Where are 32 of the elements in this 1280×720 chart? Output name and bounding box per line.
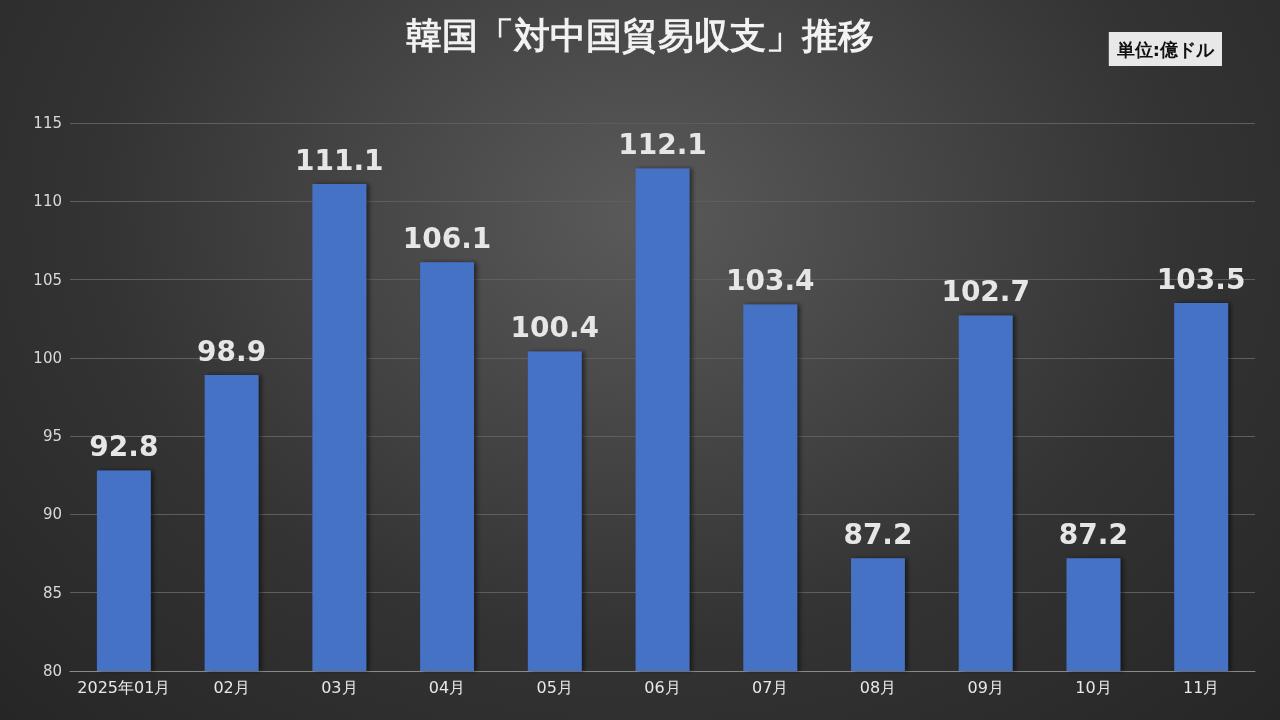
data-label: 103.4 <box>725 264 815 298</box>
x-tick-label: 07月 <box>752 677 789 697</box>
x-tick-label: 09月 <box>967 677 1004 697</box>
x-tick-label: 02月 <box>213 677 250 697</box>
y-tick-label: 95 <box>42 427 62 446</box>
data-label: 87.2 <box>1058 517 1128 551</box>
data-label: 103.5 <box>1156 262 1246 296</box>
y-tick-label: 105 <box>33 270 62 289</box>
data-label: 102.7 <box>941 275 1030 309</box>
x-tick-label: 11月 <box>1182 677 1220 697</box>
chart-title: 韓国「対中国貿易収支」推移 <box>406 14 874 56</box>
data-label: 98.9 <box>197 334 267 368</box>
y-tick-label: 110 <box>33 192 62 211</box>
data-label: 112.1 <box>618 127 707 161</box>
data-label: 87.2 <box>843 517 913 551</box>
x-tick-label: 04月 <box>428 677 466 697</box>
y-tick-label: 80 <box>42 662 62 680</box>
y-tick-label: 115 <box>33 114 62 132</box>
data-label: 111.1 <box>295 143 384 177</box>
x-tick-label: 05月 <box>536 677 573 697</box>
x-tick-label: 10月 <box>1075 677 1112 697</box>
x-tick-label: 03月 <box>321 677 358 697</box>
y-tick-label: 85 <box>42 583 62 602</box>
data-label: 92.8 <box>89 430 159 464</box>
x-tick-label: 08月 <box>859 677 897 697</box>
x-tick-label: 2025年01月 <box>77 677 171 697</box>
text: 単位:億ドル <box>1115 38 1215 60</box>
y-tick-label: 100 <box>33 348 62 367</box>
data-label: 106.1 <box>402 221 492 255</box>
y-tick-label: 90 <box>42 505 62 524</box>
x-tick-label: 06月 <box>644 677 681 697</box>
data-label: 100.4 <box>510 311 600 345</box>
